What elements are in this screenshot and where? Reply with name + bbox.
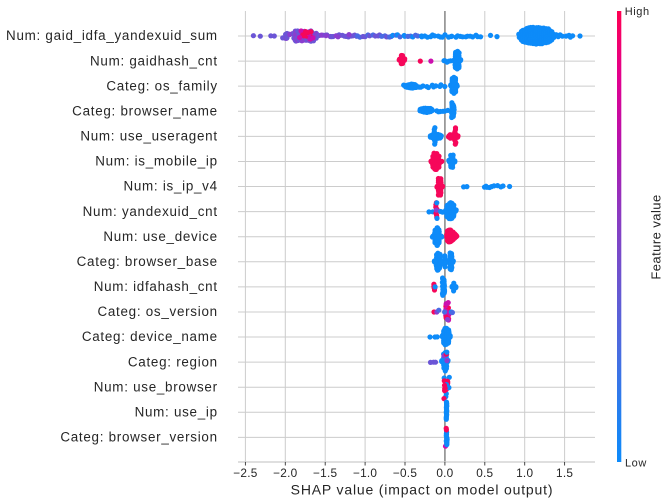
svg-text:Categ: browser_version: Categ: browser_version: [60, 430, 217, 445]
svg-text:Categ: browser_name: Categ: browser_name: [72, 104, 218, 119]
svg-text:−1.0: −1.0: [353, 466, 377, 480]
svg-text:1.5: 1.5: [556, 466, 573, 480]
svg-text:Num: use_browser: Num: use_browser: [94, 379, 218, 394]
svg-text:1.0: 1.0: [516, 466, 533, 480]
svg-text:−2.5: −2.5: [233, 466, 257, 480]
svg-text:Categ: os_version: Categ: os_version: [97, 304, 217, 319]
svg-text:Num: use_useragent: Num: use_useragent: [80, 129, 217, 144]
svg-text:Num: gaidhash_cnt: Num: gaidhash_cnt: [90, 53, 218, 68]
svg-text:Categ: region: Categ: region: [128, 354, 218, 369]
svg-text:Categ: device_name: Categ: device_name: [82, 329, 218, 344]
svg-text:Num: idfahash_cnt: Num: idfahash_cnt: [94, 279, 218, 294]
svg-text:Num: use_ip: Num: use_ip: [135, 405, 218, 420]
svg-text:High: High: [625, 6, 650, 18]
svg-text:−1.5: −1.5: [313, 466, 337, 480]
svg-text:Num: use_device: Num: use_device: [103, 229, 217, 244]
svg-text:Categ: browser_base: Categ: browser_base: [77, 254, 218, 269]
svg-text:−2.0: −2.0: [273, 466, 297, 480]
svg-text:Num: is_ip_v4: Num: is_ip_v4: [123, 179, 217, 194]
svg-text:Feature value: Feature value: [649, 194, 664, 279]
svg-text:0.5: 0.5: [476, 466, 493, 480]
svg-text:Categ: os_family: Categ: os_family: [106, 78, 217, 93]
svg-text:Low: Low: [625, 458, 647, 470]
svg-text:SHAP value (impact on model ou: SHAP value (impact on model output): [291, 481, 554, 497]
svg-text:Num: gaid_idfa_yandexuid_sum: Num: gaid_idfa_yandexuid_sum: [6, 28, 218, 43]
svg-text:Num: is_mobile_ip: Num: is_mobile_ip: [95, 154, 218, 169]
svg-text:0.0: 0.0: [436, 466, 453, 480]
svg-text:Num: yandexuid_cnt: Num: yandexuid_cnt: [83, 204, 218, 219]
svg-text:−0.5: −0.5: [393, 466, 417, 480]
